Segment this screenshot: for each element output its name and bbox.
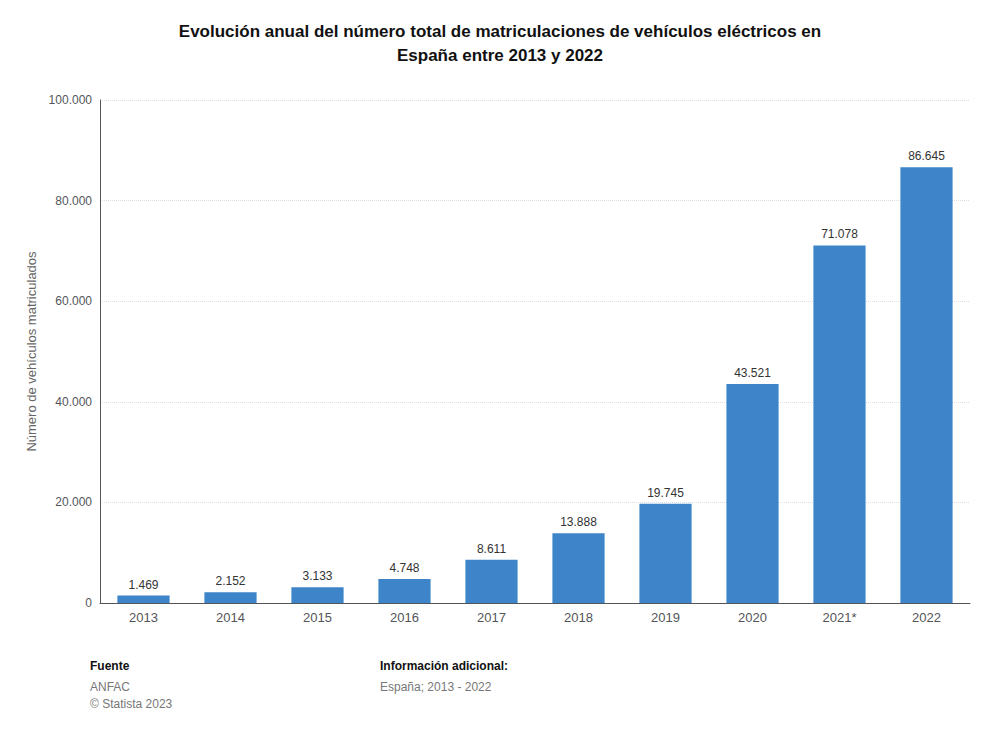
svg-text:13.888: 13.888: [560, 515, 597, 529]
svg-text:Fuente: Fuente: [90, 659, 130, 673]
svg-text:60.000: 60.000: [55, 294, 92, 308]
svg-text:2016: 2016: [390, 610, 419, 625]
svg-text:Evolución anual del número tot: Evolución anual del número total de matr…: [179, 22, 821, 41]
svg-text:© Statista 2023: © Statista 2023: [90, 697, 173, 711]
svg-text:0: 0: [85, 596, 92, 610]
svg-text:ANFAC: ANFAC: [90, 680, 130, 694]
svg-text:3.133: 3.133: [302, 569, 332, 583]
svg-text:2018: 2018: [564, 610, 593, 625]
svg-text:80.000: 80.000: [55, 194, 92, 208]
svg-text:2017: 2017: [477, 610, 506, 625]
svg-text:2021*: 2021*: [823, 610, 857, 625]
svg-text:Información adicional:: Información adicional:: [380, 659, 508, 673]
svg-text:40.000: 40.000: [55, 395, 92, 409]
svg-text:71.078: 71.078: [821, 227, 858, 241]
svg-text:100.000: 100.000: [49, 93, 93, 107]
svg-text:2.152: 2.152: [215, 574, 245, 588]
svg-text:1.469: 1.469: [128, 578, 158, 592]
svg-text:2013: 2013: [129, 610, 158, 625]
svg-text:19.745: 19.745: [647, 486, 684, 500]
svg-text:2014: 2014: [216, 610, 245, 625]
svg-text:Número de vehículos matriculad: Número de vehículos matriculados: [24, 251, 39, 452]
svg-text:2015: 2015: [303, 610, 332, 625]
svg-text:43.521: 43.521: [734, 366, 771, 380]
svg-text:8.611: 8.611: [477, 542, 506, 556]
svg-text:2022: 2022: [912, 610, 941, 625]
svg-text:4.748: 4.748: [389, 561, 419, 575]
svg-text:España; 2013 - 2022: España; 2013 - 2022: [380, 680, 492, 694]
svg-text:2020: 2020: [738, 610, 767, 625]
svg-text:20.000: 20.000: [55, 495, 92, 509]
svg-text:86.645: 86.645: [908, 149, 945, 163]
svg-text:2019: 2019: [651, 610, 680, 625]
svg-text:España entre 2013 y 2022: España entre 2013 y 2022: [397, 46, 603, 65]
